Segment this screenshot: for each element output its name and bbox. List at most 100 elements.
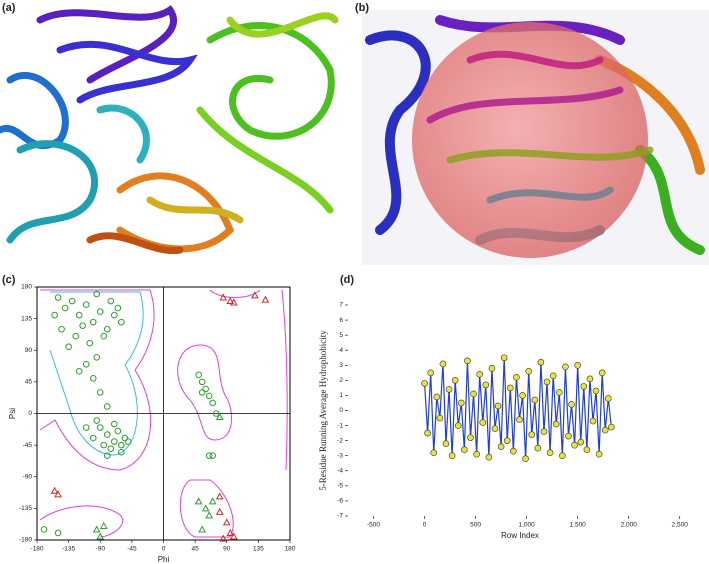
point <box>222 518 231 526</box>
point <box>497 443 505 450</box>
point <box>82 424 90 431</box>
point <box>79 322 86 329</box>
point <box>99 521 108 529</box>
point <box>537 358 545 366</box>
point <box>209 452 216 459</box>
point <box>494 402 502 410</box>
point <box>507 384 514 392</box>
point <box>118 441 125 449</box>
protein-image-a <box>0 5 339 255</box>
y-tick-label: 0 <box>339 407 343 414</box>
point <box>574 361 581 369</box>
y-axis-label: Psi <box>8 408 17 419</box>
y-tick-label: -180 <box>19 537 32 544</box>
y-tick-label: -2 <box>337 437 343 444</box>
y-tick-label: -135 <box>19 505 32 512</box>
y-tick-label: -5 <box>337 483 343 490</box>
y-tick-label: 6 <box>339 317 343 324</box>
x-tick-label: -90 <box>96 546 106 553</box>
line <box>423 357 612 459</box>
point <box>592 387 600 395</box>
point <box>219 534 228 542</box>
point <box>54 529 62 537</box>
point <box>68 297 76 305</box>
plot-frame <box>348 305 692 516</box>
point <box>86 339 94 347</box>
point <box>51 311 58 319</box>
y-tick-label: -3 <box>337 452 343 459</box>
point <box>205 452 213 459</box>
point <box>552 420 560 428</box>
x-axis-label: Row Index <box>501 531 539 540</box>
point <box>580 383 588 390</box>
point <box>546 449 554 457</box>
point <box>433 393 441 401</box>
point <box>430 449 438 457</box>
point <box>65 343 72 351</box>
point <box>598 369 606 377</box>
point <box>50 486 59 494</box>
point <box>549 372 557 380</box>
y-tick-label: -7 <box>337 513 343 520</box>
point <box>103 431 111 438</box>
point <box>103 403 111 410</box>
panel-label: (a) <box>2 2 16 14</box>
y-tick-label: -4 <box>337 468 343 475</box>
point <box>540 428 548 435</box>
y-tick-label: 180 <box>21 284 32 291</box>
y-tick-label: 4 <box>339 347 343 354</box>
point <box>577 438 585 446</box>
point <box>543 378 551 386</box>
point <box>215 412 224 421</box>
point <box>559 452 566 460</box>
x-tick-label: 1,500 <box>570 522 587 529</box>
point <box>604 395 612 402</box>
point <box>100 332 108 340</box>
point <box>229 298 238 306</box>
x-tick-label: -135 <box>62 546 75 553</box>
point <box>589 417 597 425</box>
x-tick-label: 90 <box>223 546 231 553</box>
point <box>470 390 477 398</box>
point <box>93 353 101 361</box>
y-tick-label: 1 <box>339 392 343 399</box>
point <box>89 434 97 442</box>
point <box>525 368 532 375</box>
y-tick-label: 7 <box>339 302 343 309</box>
y-tick-label: 90 <box>25 347 33 354</box>
point <box>205 511 214 519</box>
point <box>226 297 235 305</box>
point <box>461 446 468 453</box>
point <box>92 525 101 533</box>
point <box>111 438 118 445</box>
y-tick-label: 5 <box>339 332 343 339</box>
point <box>534 444 542 452</box>
x-tick-label: -500 <box>367 522 380 529</box>
point <box>198 389 206 396</box>
point <box>424 429 431 437</box>
point <box>565 432 572 440</box>
point <box>510 447 517 455</box>
x-tick-label: 0 <box>423 522 427 529</box>
panel-label: (c) <box>2 274 16 286</box>
point <box>454 422 462 429</box>
point <box>75 368 83 375</box>
point <box>54 294 62 301</box>
point <box>442 440 450 447</box>
point <box>118 448 125 456</box>
y-tick-label: 135 <box>21 315 32 322</box>
point <box>491 425 499 432</box>
x-tick-label: 500 <box>470 522 481 529</box>
protein-image-b <box>362 10 709 265</box>
point <box>531 396 539 404</box>
point <box>198 525 206 533</box>
point <box>568 401 575 408</box>
point <box>479 419 487 426</box>
point <box>96 424 104 431</box>
y-tick-label: 2 <box>339 377 343 384</box>
y-tick-label: -90 <box>23 473 33 480</box>
point <box>513 374 520 381</box>
point <box>458 399 465 407</box>
point <box>72 332 79 340</box>
